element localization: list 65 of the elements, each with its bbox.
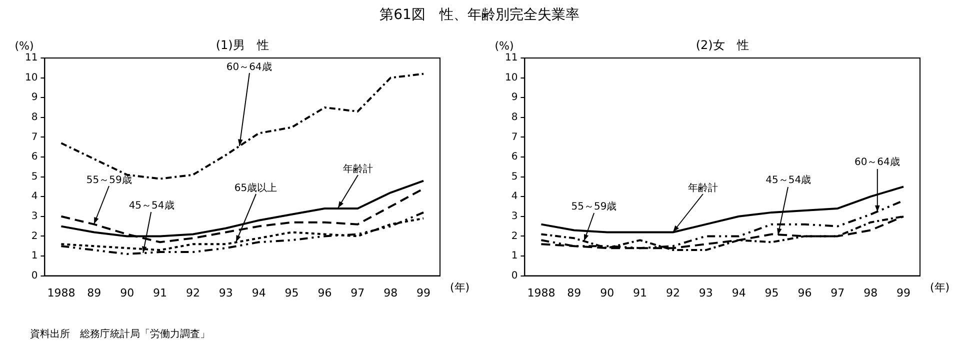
y-tick-label: 8 <box>31 112 38 123</box>
x-tick-label: 99 <box>416 286 431 300</box>
y-tick-label: 6 <box>31 152 38 163</box>
text: 45～54歳 <box>128 200 174 212</box>
y-axis-title: (%) <box>14 39 34 52</box>
x-tick-label: 90 <box>600 286 614 300</box>
x-tick-label: 92 <box>666 286 680 300</box>
x-axis-title: (年) <box>450 281 470 294</box>
text: 60～64歳 <box>854 156 900 168</box>
x-tick-label: 1988 <box>527 286 556 300</box>
y-tick-label: 0 <box>511 270 518 282</box>
x-tick-label: 89 <box>87 286 102 300</box>
x-tick-label: 96 <box>798 286 812 300</box>
x-tick-label: 97 <box>830 286 845 300</box>
x-tick-label: 1988 <box>47 286 76 300</box>
x-tick-label: 95 <box>284 286 299 300</box>
text: 資料出所 総務庁統計局「労働力調査」 <box>30 328 210 341</box>
y-tick-label: 11 <box>24 52 38 64</box>
y-tick-label: 8 <box>511 112 518 123</box>
y-tick-label: 1 <box>511 250 518 262</box>
x-tick-label: 94 <box>732 286 746 300</box>
y-tick-label: 5 <box>31 171 38 182</box>
x-tick-label: 98 <box>384 286 398 300</box>
y-tick-label: 7 <box>31 132 38 143</box>
y-tick-label: 9 <box>31 92 38 104</box>
y-tick-label: 0 <box>31 270 38 282</box>
x-tick-label: 89 <box>567 286 582 300</box>
text: 60～64歳 <box>226 60 272 73</box>
y-tick-label: 3 <box>511 210 518 222</box>
y-tick-label: 5 <box>511 171 518 182</box>
text: 55～59歳 <box>571 200 617 213</box>
x-tick-label: 93 <box>698 286 713 300</box>
text: 55～59歳 <box>86 174 132 186</box>
chart-subtitle: (2)女 性 <box>696 38 749 52</box>
x-tick-label: 96 <box>318 286 332 300</box>
x-tick-label: 95 <box>764 286 779 300</box>
y-axis-title: (%) <box>494 39 514 52</box>
y-tick-label: 1 <box>31 250 38 262</box>
y-tick-label: 7 <box>511 132 518 143</box>
text: 年齢計 <box>688 182 718 194</box>
y-tick-label: 4 <box>511 191 518 202</box>
y-tick-label: 10 <box>504 72 518 84</box>
x-tick-label: 92 <box>186 286 200 300</box>
y-tick-label: 2 <box>511 230 518 242</box>
chart-subtitle: (1)男 性 <box>216 38 269 52</box>
x-tick-label: 90 <box>120 286 134 300</box>
y-tick-label: 6 <box>511 152 518 163</box>
y-tick-label: 11 <box>504 52 518 64</box>
y-tick-label: 4 <box>31 191 38 202</box>
y-tick-label: 9 <box>511 92 518 104</box>
text: 年齢計 <box>342 163 373 176</box>
x-tick-label: 97 <box>350 286 365 300</box>
x-tick-label: 94 <box>252 286 266 300</box>
y-tick-label: 10 <box>24 72 38 84</box>
x-tick-label: 91 <box>153 286 168 300</box>
x-tick-label: 93 <box>218 286 233 300</box>
x-tick-label: 91 <box>633 286 648 300</box>
x-tick-label: 98 <box>864 286 878 300</box>
x-axis-title: (年) <box>930 281 950 294</box>
text: 65歳以上 <box>234 182 278 194</box>
y-tick-label: 2 <box>31 230 38 242</box>
text: 45～54歳 <box>766 174 812 186</box>
text: 第61図 性、年齢別完全失業率 <box>378 6 580 25</box>
y-tick-label: 3 <box>31 210 38 222</box>
x-tick-label: 99 <box>896 286 911 300</box>
